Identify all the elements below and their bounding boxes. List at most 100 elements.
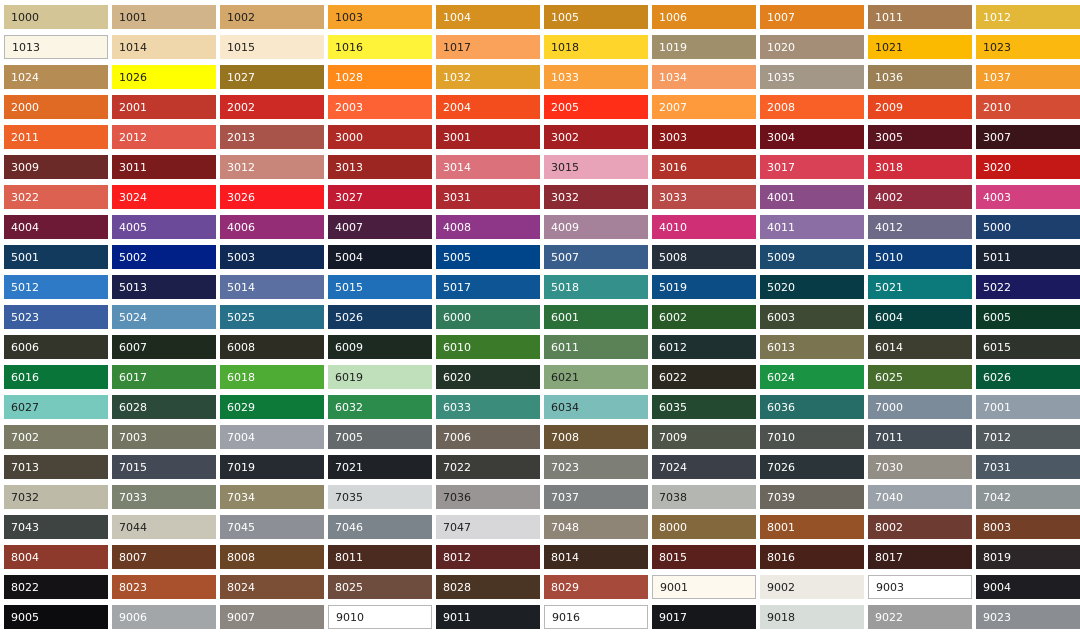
color-swatch-6024[interactable]: 6024 (760, 365, 864, 389)
color-swatch-6003[interactable]: 6003 (760, 305, 864, 329)
color-swatch-6001[interactable]: 6001 (544, 305, 648, 329)
color-swatch-5024[interactable]: 5024 (112, 305, 216, 329)
color-swatch-9001[interactable]: 9001 (652, 575, 756, 599)
color-swatch-6022[interactable]: 6022 (652, 365, 756, 389)
color-swatch-8001[interactable]: 8001 (760, 515, 864, 539)
color-swatch-2008[interactable]: 2008 (760, 95, 864, 119)
color-swatch-6011[interactable]: 6011 (544, 335, 648, 359)
color-swatch-9017[interactable]: 9017 (652, 605, 756, 629)
color-swatch-8012[interactable]: 8012 (436, 545, 540, 569)
color-swatch-9011[interactable]: 9011 (436, 605, 540, 629)
color-swatch-7000[interactable]: 7000 (868, 395, 972, 419)
color-swatch-1028[interactable]: 1028 (328, 65, 432, 89)
color-swatch-2002[interactable]: 2002 (220, 95, 324, 119)
color-swatch-6018[interactable]: 6018 (220, 365, 324, 389)
color-swatch-6032[interactable]: 6032 (328, 395, 432, 419)
color-swatch-3001[interactable]: 3001 (436, 125, 540, 149)
color-swatch-7010[interactable]: 7010 (760, 425, 864, 449)
color-swatch-1019[interactable]: 1019 (652, 35, 756, 59)
color-swatch-6036[interactable]: 6036 (760, 395, 864, 419)
color-swatch-9004[interactable]: 9004 (976, 575, 1080, 599)
color-swatch-8017[interactable]: 8017 (868, 545, 972, 569)
color-swatch-7036[interactable]: 7036 (436, 485, 540, 509)
color-swatch-8029[interactable]: 8029 (544, 575, 648, 599)
color-swatch-1036[interactable]: 1036 (868, 65, 972, 89)
color-swatch-1011[interactable]: 1011 (868, 5, 972, 29)
color-swatch-2010[interactable]: 2010 (976, 95, 1080, 119)
color-swatch-2004[interactable]: 2004 (436, 95, 540, 119)
color-swatch-3004[interactable]: 3004 (760, 125, 864, 149)
color-swatch-4007[interactable]: 4007 (328, 215, 432, 239)
color-swatch-1005[interactable]: 1005 (544, 5, 648, 29)
color-swatch-6027[interactable]: 6027 (4, 395, 108, 419)
color-swatch-3032[interactable]: 3032 (544, 185, 648, 209)
color-swatch-2005[interactable]: 2005 (544, 95, 648, 119)
color-swatch-5018[interactable]: 5018 (544, 275, 648, 299)
color-swatch-5009[interactable]: 5009 (760, 245, 864, 269)
color-swatch-6008[interactable]: 6008 (220, 335, 324, 359)
color-swatch-6028[interactable]: 6028 (112, 395, 216, 419)
color-swatch-5011[interactable]: 5011 (976, 245, 1080, 269)
color-swatch-6000[interactable]: 6000 (436, 305, 540, 329)
color-swatch-8004[interactable]: 8004 (4, 545, 108, 569)
color-swatch-3009[interactable]: 3009 (4, 155, 108, 179)
color-swatch-1007[interactable]: 1007 (760, 5, 864, 29)
color-swatch-1032[interactable]: 1032 (436, 65, 540, 89)
color-swatch-1016[interactable]: 1016 (328, 35, 432, 59)
color-swatch-6021[interactable]: 6021 (544, 365, 648, 389)
color-swatch-6004[interactable]: 6004 (868, 305, 972, 329)
color-swatch-6017[interactable]: 6017 (112, 365, 216, 389)
color-swatch-3003[interactable]: 3003 (652, 125, 756, 149)
color-swatch-4011[interactable]: 4011 (760, 215, 864, 239)
color-swatch-5020[interactable]: 5020 (760, 275, 864, 299)
color-swatch-8023[interactable]: 8023 (112, 575, 216, 599)
color-swatch-7043[interactable]: 7043 (4, 515, 108, 539)
color-swatch-7012[interactable]: 7012 (976, 425, 1080, 449)
color-swatch-8024[interactable]: 8024 (220, 575, 324, 599)
color-swatch-6020[interactable]: 6020 (436, 365, 540, 389)
color-swatch-7008[interactable]: 7008 (544, 425, 648, 449)
color-swatch-7042[interactable]: 7042 (976, 485, 1080, 509)
color-swatch-3031[interactable]: 3031 (436, 185, 540, 209)
color-swatch-8003[interactable]: 8003 (976, 515, 1080, 539)
color-swatch-8022[interactable]: 8022 (4, 575, 108, 599)
color-swatch-4002[interactable]: 4002 (868, 185, 972, 209)
color-swatch-1012[interactable]: 1012 (976, 5, 1080, 29)
color-swatch-1002[interactable]: 1002 (220, 5, 324, 29)
color-swatch-7026[interactable]: 7026 (760, 455, 864, 479)
color-swatch-9018[interactable]: 9018 (760, 605, 864, 629)
color-swatch-4009[interactable]: 4009 (544, 215, 648, 239)
color-swatch-3015[interactable]: 3015 (544, 155, 648, 179)
color-swatch-2013[interactable]: 2013 (220, 125, 324, 149)
color-swatch-2001[interactable]: 2001 (112, 95, 216, 119)
color-swatch-6005[interactable]: 6005 (976, 305, 1080, 329)
color-swatch-5001[interactable]: 5001 (4, 245, 108, 269)
color-swatch-5015[interactable]: 5015 (328, 275, 432, 299)
color-swatch-8007[interactable]: 8007 (112, 545, 216, 569)
color-swatch-7030[interactable]: 7030 (868, 455, 972, 479)
color-swatch-5004[interactable]: 5004 (328, 245, 432, 269)
color-swatch-4008[interactable]: 4008 (436, 215, 540, 239)
color-swatch-7021[interactable]: 7021 (328, 455, 432, 479)
color-swatch-1034[interactable]: 1034 (652, 65, 756, 89)
color-swatch-1027[interactable]: 1027 (220, 65, 324, 89)
color-swatch-5008[interactable]: 5008 (652, 245, 756, 269)
color-swatch-4001[interactable]: 4001 (760, 185, 864, 209)
color-swatch-3027[interactable]: 3027 (328, 185, 432, 209)
color-swatch-7044[interactable]: 7044 (112, 515, 216, 539)
color-swatch-9010[interactable]: 9010 (328, 605, 432, 629)
color-swatch-5012[interactable]: 5012 (4, 275, 108, 299)
color-swatch-8019[interactable]: 8019 (976, 545, 1080, 569)
color-swatch-3012[interactable]: 3012 (220, 155, 324, 179)
color-swatch-7006[interactable]: 7006 (436, 425, 540, 449)
color-swatch-5000[interactable]: 5000 (976, 215, 1080, 239)
color-swatch-4003[interactable]: 4003 (976, 185, 1080, 209)
color-swatch-6029[interactable]: 6029 (220, 395, 324, 419)
color-swatch-7019[interactable]: 7019 (220, 455, 324, 479)
color-swatch-6009[interactable]: 6009 (328, 335, 432, 359)
color-swatch-1001[interactable]: 1001 (112, 5, 216, 29)
color-swatch-7034[interactable]: 7034 (220, 485, 324, 509)
color-swatch-7032[interactable]: 7032 (4, 485, 108, 509)
color-swatch-1037[interactable]: 1037 (976, 65, 1080, 89)
color-swatch-9022[interactable]: 9022 (868, 605, 972, 629)
